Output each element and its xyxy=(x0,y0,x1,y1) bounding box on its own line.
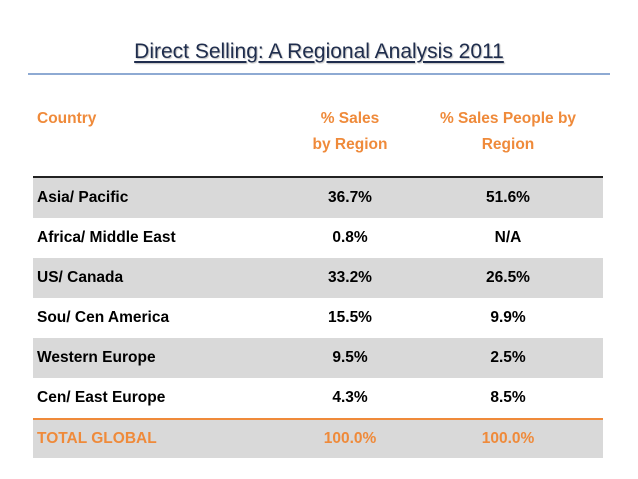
slide-title: Direct Selling: A Regional Analysis 2011 xyxy=(134,40,504,63)
row-sales-percent: 33.2% xyxy=(287,258,413,298)
table-row: Africa/ Middle East 0.8% N/A xyxy=(33,218,603,258)
total-people-percent: 100.0% xyxy=(413,418,603,458)
table-row: US/ Canada 33.2% 26.5% xyxy=(33,258,603,298)
header-people-line1: % Sales People by xyxy=(439,110,577,127)
regional-sales-table: Country % Sales by Region % Sales People… xyxy=(33,95,603,458)
row-sales-percent: 4.3% xyxy=(287,378,413,419)
row-people-percent: N/A xyxy=(413,218,603,258)
row-sales-percent: 15.5% xyxy=(287,298,413,338)
row-sales-percent: 9.5% xyxy=(287,338,413,378)
row-people-percent: 9.9% xyxy=(413,298,603,338)
header-sales-people-by-region: % Sales People by Region xyxy=(413,95,603,178)
header-sales-line2: by Region xyxy=(312,136,388,153)
row-people-percent: 8.5% xyxy=(413,378,603,419)
header-sales-by-region: % Sales by Region xyxy=(287,95,413,178)
table-row: Cen/ East Europe 4.3% 8.5% xyxy=(33,378,603,419)
row-sales-percent: 36.7% xyxy=(287,177,413,218)
table-row: Western Europe 9.5% 2.5% xyxy=(33,338,603,378)
header-people-line2: Region xyxy=(481,136,535,153)
title-divider xyxy=(28,73,610,75)
table-header-row: Country % Sales by Region % Sales People… xyxy=(33,95,603,178)
row-people-percent: 51.6% xyxy=(413,177,603,218)
row-country: Western Europe xyxy=(33,338,287,378)
row-country: Sou/ Cen America xyxy=(33,298,287,338)
row-sales-percent: 0.8% xyxy=(287,218,413,258)
row-country: Cen/ East Europe xyxy=(33,378,287,419)
total-sales-percent: 100.0% xyxy=(287,418,413,458)
row-country: US/ Canada xyxy=(33,258,287,298)
table-row: Sou/ Cen America 15.5% 9.9% xyxy=(33,298,603,338)
table-row: Asia/ Pacific 36.7% 51.6% xyxy=(33,177,603,218)
header-sales-line1: % Sales xyxy=(320,110,380,127)
row-people-percent: 2.5% xyxy=(413,338,603,378)
header-country: Country xyxy=(33,95,287,178)
row-country: Asia/ Pacific xyxy=(33,177,287,218)
row-people-percent: 26.5% xyxy=(413,258,603,298)
total-label: TOTAL GLOBAL xyxy=(33,418,287,458)
table-total-row: TOTAL GLOBAL 100.0% 100.0% xyxy=(33,418,603,458)
row-country: Africa/ Middle East xyxy=(33,218,287,258)
